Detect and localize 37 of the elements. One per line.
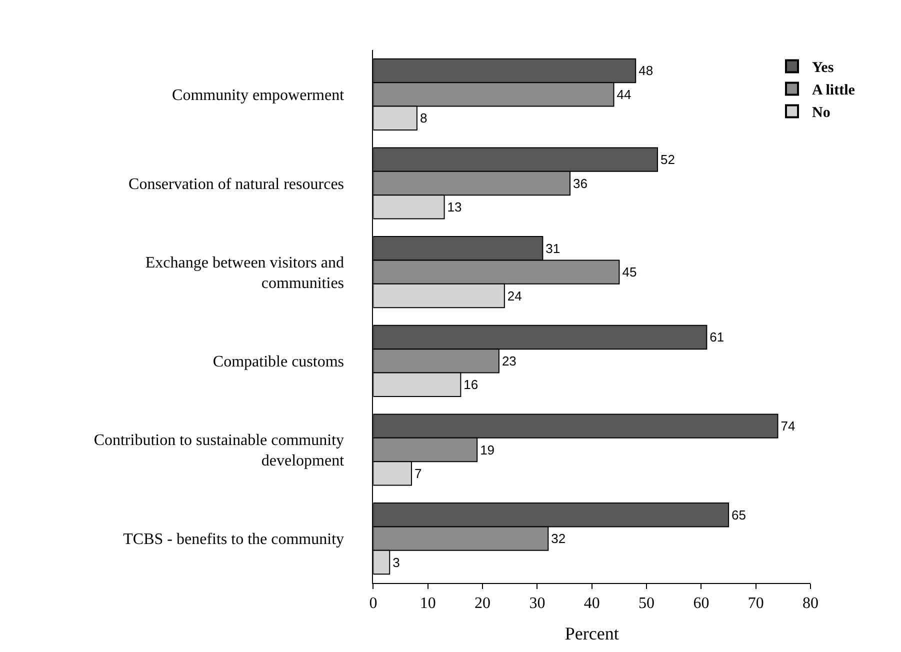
x-axis-title: Percent — [564, 623, 619, 644]
x-tick-label: 70 — [748, 595, 764, 612]
data-label: 36 — [573, 176, 588, 191]
data-label: 74 — [780, 418, 796, 434]
data-label: 8 — [420, 110, 428, 126]
data-label: 61 — [710, 330, 724, 345]
data-label: 44 — [616, 86, 632, 102]
data-label: 24 — [507, 288, 522, 304]
data-label: 19 — [480, 442, 495, 458]
data-label: 7 — [414, 466, 422, 481]
legend-label: A little — [812, 82, 856, 99]
y-tick-label: Conservation of natural resources — [128, 176, 344, 193]
y-tick-label: Contribution to sustainable community development — [94, 432, 345, 470]
x-tick-label: 20 — [474, 595, 491, 612]
x-tick-label: 60 — [693, 595, 710, 612]
y-tick-label: Compatible customs — [212, 354, 344, 371]
y-tick-label: Community empowerment — [172, 87, 345, 104]
x-tick-label: 10 — [420, 595, 436, 612]
y-tick-label: TCBS - benefits to the community — [123, 531, 344, 548]
y-tick-label: Exchange between visitors and communities — [145, 254, 344, 292]
data-label: 23 — [502, 353, 516, 368]
x-tick-label: 40 — [584, 595, 600, 612]
legend-label: No — [812, 105, 830, 122]
data-label: 31 — [546, 240, 560, 256]
data-label: 32 — [551, 531, 566, 546]
data-label: 52 — [660, 152, 675, 168]
data-label: 48 — [638, 63, 654, 78]
data-label: 13 — [447, 199, 462, 214]
x-tick-label: 0 — [369, 595, 378, 612]
data-label: 16 — [464, 377, 478, 392]
legend-label: Yes — [812, 60, 834, 76]
x-tick-label: 50 — [638, 595, 655, 612]
x-tick-label: 80 — [802, 595, 819, 612]
x-tick-label: 30 — [529, 595, 546, 612]
data-label: 3 — [392, 554, 400, 570]
data-label: 45 — [622, 264, 637, 280]
data-label: 65 — [732, 507, 746, 522]
